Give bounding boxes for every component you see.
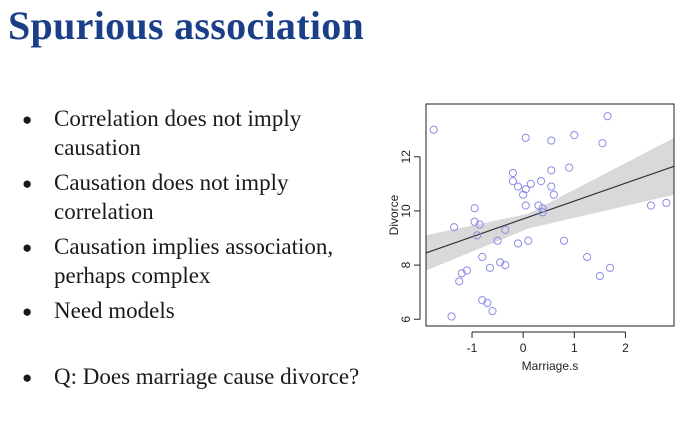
data-point: [547, 166, 556, 175]
data-point: [538, 208, 547, 217]
data-point: [595, 271, 604, 281]
data-point: [470, 217, 479, 226]
x-axis-label: Marriage.s: [522, 359, 579, 373]
x-tick-label: 2: [622, 341, 629, 355]
data-point: [519, 190, 528, 199]
bullet-dot-icon: ●: [22, 110, 33, 129]
regression-line: [425, 165, 675, 254]
data-point: [473, 231, 482, 240]
data-point: [447, 312, 456, 321]
data-point: [496, 258, 505, 267]
data-point: [662, 198, 671, 207]
data-point: [524, 236, 533, 245]
data-point: [605, 263, 615, 272]
bullet-text: Causation implies association, perhaps c…: [54, 234, 334, 288]
data-point: [549, 190, 558, 199]
bullet-item: ● Causation implies association, perhaps…: [22, 232, 372, 290]
data-point: [513, 239, 523, 248]
y-tick-label: 12: [399, 150, 413, 164]
data-point: [475, 220, 484, 229]
data-point: [603, 112, 612, 121]
y-axis-label: Divorce: [387, 194, 401, 235]
bullet-item: ● Causation does not imply correlation: [22, 168, 372, 226]
bullet-item: ● Q: Does marriage cause divorce?: [22, 362, 372, 391]
data-point: [547, 182, 556, 191]
data-point: [485, 263, 495, 272]
data-point: [582, 252, 592, 262]
data-point: [570, 131, 579, 140]
bullet-dot-icon: ●: [22, 174, 33, 193]
y-tick-label: 8: [399, 261, 413, 268]
data-point: [521, 185, 530, 194]
bullet-text: Q: Does marriage cause divorce?: [54, 364, 360, 389]
bullet-dot-icon: ●: [22, 238, 33, 257]
data-point: [508, 177, 518, 186]
data-point: [501, 260, 510, 270]
data-point: [429, 125, 438, 134]
data-point: [457, 269, 466, 278]
y-tick-label: 10: [399, 204, 413, 218]
x-axis: -1 0 1 2: [467, 331, 629, 355]
x-tick-label: 1: [571, 341, 578, 355]
bullet-text: Correlation does not imply causation: [54, 106, 302, 160]
data-point: [508, 168, 518, 178]
data-point: [478, 296, 487, 305]
bullet-dot-icon: ●: [22, 368, 33, 387]
x-tick-label: 0: [520, 341, 527, 355]
data-point: [538, 204, 547, 213]
data-point: [455, 277, 464, 286]
data-point: [521, 133, 530, 142]
data-point: [462, 266, 472, 275]
data-point: [559, 236, 569, 245]
bullet-item: ● Need models: [22, 296, 372, 325]
y-tick-label: 6: [399, 316, 413, 323]
bullet-dot-icon: ●: [22, 302, 33, 321]
data-point: [513, 182, 523, 191]
data-point: [478, 252, 487, 262]
y-axis: 6 8 10 12: [399, 150, 421, 323]
data-point: [526, 179, 535, 188]
data-point: [483, 298, 492, 308]
data-point: [536, 177, 546, 186]
data-point: [534, 201, 543, 210]
data-point: [493, 236, 502, 245]
data-point: [598, 139, 607, 148]
bullet-text: Need models: [54, 298, 175, 323]
data-point: [521, 201, 530, 210]
slide-title: Spurious association: [8, 3, 365, 48]
data-point: [646, 201, 656, 210]
plot-frame: [425, 103, 675, 327]
confidence-band-area: [426, 137, 674, 271]
fit-line: [425, 165, 675, 254]
data-point: [547, 136, 556, 145]
x-tick-label: -1: [467, 341, 478, 355]
confidence-band: [426, 137, 674, 271]
data-points: [429, 112, 671, 321]
bullet-item: ● Correlation does not imply causation: [22, 104, 372, 162]
data-point: [565, 163, 574, 172]
bullet-text: Causation does not imply correlation: [54, 170, 289, 224]
data-point: [488, 307, 497, 316]
data-point: [450, 223, 459, 232]
data-point: [470, 204, 479, 213]
data-point: [501, 225, 510, 234]
